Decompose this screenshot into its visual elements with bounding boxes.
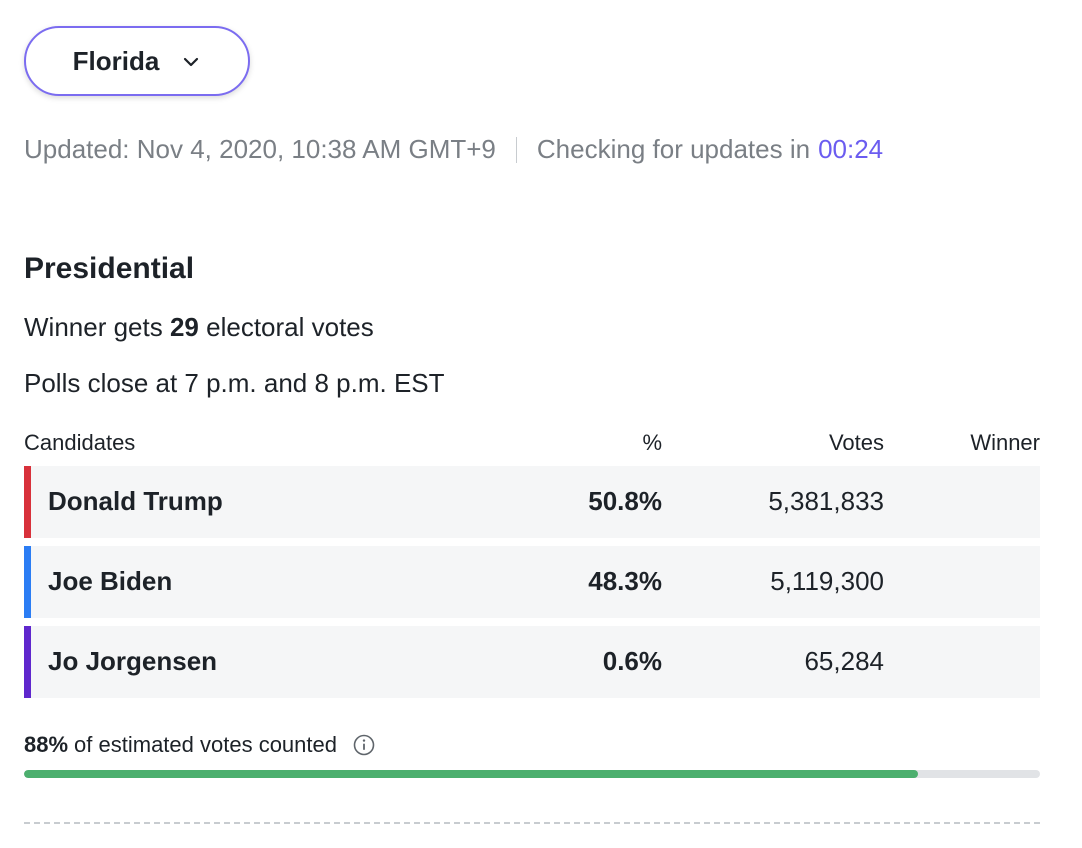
checking-updates-text: Checking for updates in	[536, 134, 811, 164]
polls-close-line: Polls close at 7 p.m. and 8 p.m. EST	[24, 368, 445, 398]
candidate-votes: 5,381,833	[768, 486, 884, 516]
candidate-percent: 0.6%	[602, 646, 662, 676]
candidate-row: Donald Trump 50.8% 5,381,833	[24, 466, 1040, 538]
info-icon[interactable]	[353, 734, 375, 756]
candidate-votes: 5,119,300	[770, 566, 884, 596]
counted-percent: 88%	[24, 732, 69, 757]
candidate-name: Donald Trump	[48, 486, 223, 516]
state-selector-dropdown[interactable]: Florida	[24, 26, 250, 96]
update-status-line: Updated: Nov 4, 2020, 10:38 AM GMT+9 Che…	[24, 134, 883, 165]
chevron-down-icon	[181, 52, 201, 72]
update-countdown: 00:24	[818, 134, 884, 164]
party-color-stripe	[24, 546, 31, 618]
candidate-row: Joe Biden 48.3% 5,119,300	[24, 546, 1040, 618]
results-table-header: Candidates % Votes Winner	[24, 430, 1040, 460]
candidate-name: Jo Jorgensen	[48, 646, 218, 676]
header-votes: Votes	[828, 430, 884, 455]
electoral-votes-text: electoral votes	[206, 312, 374, 342]
state-selector-label: Florida	[72, 45, 160, 76]
winner-gets-text: Winner gets	[24, 312, 163, 342]
party-color-stripe	[24, 466, 31, 538]
status-divider	[515, 136, 517, 163]
updated-timestamp: Updated: Nov 4, 2020, 10:38 AM GMT+9	[24, 134, 496, 164]
votes-counted-line: 88% of estimated votes counted	[24, 732, 375, 758]
electoral-votes-line: Winner gets 29 electoral votes	[24, 312, 374, 343]
votes-counted-progress-bar	[24, 770, 1040, 778]
results-table: Donald Trump 50.8% 5,381,833 Joe Biden 4…	[24, 466, 1040, 706]
candidate-percent: 48.3%	[588, 566, 662, 596]
counted-text: of estimated votes counted	[74, 732, 337, 757]
progress-fill	[24, 770, 919, 778]
electoral-votes-count: 29	[169, 312, 199, 342]
race-title: Presidential	[24, 252, 195, 285]
candidate-name: Joe Biden	[48, 566, 173, 596]
section-divider	[24, 822, 1040, 824]
header-candidates: Candidates	[24, 430, 136, 455]
header-percent: %	[642, 430, 662, 455]
party-color-stripe	[24, 626, 31, 698]
candidate-percent: 50.8%	[588, 486, 662, 516]
header-winner: Winner	[970, 430, 1040, 455]
candidate-row: Jo Jorgensen 0.6% 65,284	[24, 626, 1040, 698]
candidate-votes: 65,284	[804, 646, 884, 676]
